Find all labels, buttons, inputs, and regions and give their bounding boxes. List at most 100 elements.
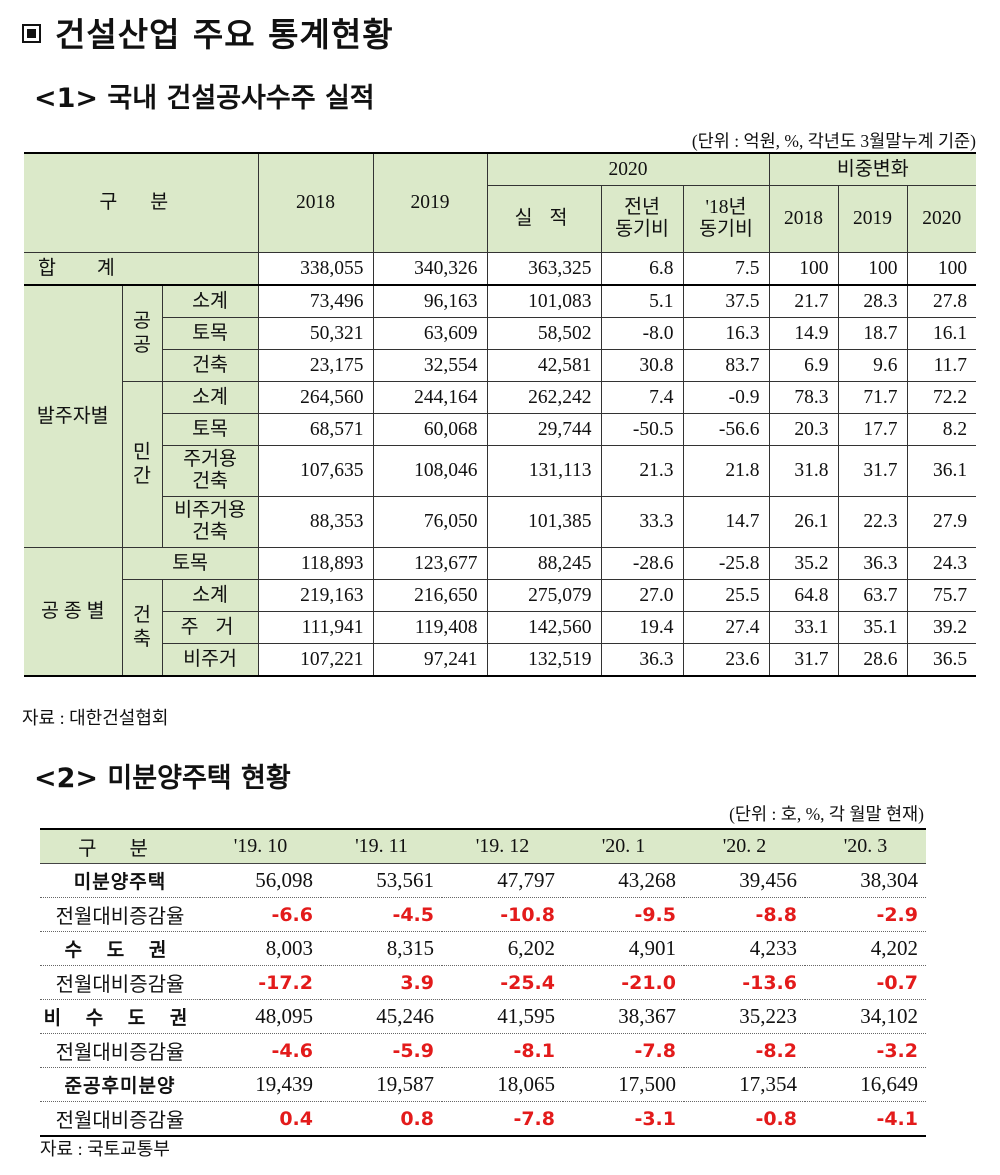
header-yoy: 전년 동기비 bbox=[600, 185, 684, 253]
cell: 60,068 bbox=[372, 413, 488, 446]
change-rate-cell: -5.9 bbox=[321, 1033, 442, 1068]
cell: 6,202 bbox=[442, 931, 563, 966]
cell: 108,046 bbox=[372, 445, 488, 497]
cell: 11.7 bbox=[906, 349, 977, 382]
cell: 35,223 bbox=[684, 999, 805, 1034]
section2-unit: (단위 : 호, %, 각 월말 현재) bbox=[729, 804, 924, 824]
cell: 45,246 bbox=[321, 999, 442, 1034]
cell: 41,595 bbox=[442, 999, 563, 1034]
header-2018: 2018 bbox=[257, 152, 374, 253]
cell: 64.8 bbox=[768, 579, 839, 612]
cell: 17,500 bbox=[563, 1067, 684, 1102]
table-row: 전월대비증감율 -17.2 3.9 -25.4 -21.0 -13.6 -0.7 bbox=[40, 965, 926, 1000]
cell: 119,408 bbox=[372, 611, 488, 644]
cell: 37.5 bbox=[682, 284, 770, 318]
cell: 27.9 bbox=[906, 496, 977, 548]
cell: 48,095 bbox=[200, 999, 321, 1034]
cell: 18.7 bbox=[837, 317, 908, 350]
cell: 8.2 bbox=[906, 413, 977, 446]
cell: 264,560 bbox=[257, 381, 374, 414]
cell: 35.1 bbox=[837, 611, 908, 644]
cell: 83.7 bbox=[682, 349, 770, 382]
row-label-line2: 건축 bbox=[192, 522, 228, 543]
header-2019: 2019 bbox=[372, 152, 488, 253]
cell: 26.1 bbox=[768, 496, 839, 548]
change-rate-cell: -8.8 bbox=[684, 897, 805, 932]
cell: -25.8 bbox=[682, 547, 770, 580]
cell: 20.3 bbox=[768, 413, 839, 446]
row-label: 토목 bbox=[162, 413, 259, 446]
change-rate-cell: -7.8 bbox=[513, 1107, 555, 1130]
group-by-client: 발주자별 bbox=[24, 284, 123, 548]
cell: 8,003 bbox=[200, 931, 321, 966]
header-share-change: 비중변화 bbox=[768, 152, 977, 186]
row-label: 토목 bbox=[121, 547, 259, 580]
row-label: 전월대비증감율 bbox=[40, 1033, 200, 1068]
cell: 118,893 bbox=[257, 547, 374, 580]
cell: 36.3 bbox=[837, 547, 908, 580]
change-rate-cell: -2.9 bbox=[805, 897, 926, 932]
subgroup-public-char2: 공 bbox=[133, 334, 151, 356]
row-label-line1: 비주거용 bbox=[174, 500, 246, 521]
table-row: 수 도 권 8,003 8,315 6,202 4,901 4,233 4,202 bbox=[40, 931, 926, 966]
table-row: 토목 50,321 63,609 58,502 -8.0 16.3 14.9 1… bbox=[24, 317, 977, 350]
cell: 21.8 bbox=[682, 445, 770, 497]
table-row: 건축 23,175 32,554 42,581 30.8 83.7 6.9 9.… bbox=[24, 349, 977, 382]
cell: 78.3 bbox=[768, 381, 839, 414]
table-row: 주거용 건축 107,635 108,046 131,113 21.3 21.8 … bbox=[24, 445, 977, 497]
cell: 68,571 bbox=[257, 413, 374, 446]
cell: 338,055 bbox=[257, 252, 374, 286]
cell: 38,304 bbox=[805, 863, 926, 898]
cell: 275,079 bbox=[486, 579, 602, 612]
cell: 14.9 bbox=[768, 317, 839, 350]
change-rate-cell: -0.8 bbox=[755, 1107, 797, 1130]
header-vs18-line1: '18년 bbox=[705, 197, 747, 218]
row-label: 준공후미분양 bbox=[40, 1067, 200, 1102]
cell: 131,113 bbox=[486, 445, 602, 497]
cell: 38,367 bbox=[563, 999, 684, 1034]
row-label-total: 합 계 bbox=[24, 252, 259, 286]
cell: 39.2 bbox=[906, 611, 977, 644]
header-yoy-line2: 동기비 bbox=[615, 219, 669, 240]
cell: 43,268 bbox=[563, 863, 684, 898]
row-label: 전월대비증감율 bbox=[40, 897, 200, 932]
section1-unit: (단위 : 억원, %, 각년도 3월말누계 기준) bbox=[691, 131, 976, 151]
change-rate-cell: -13.6 bbox=[684, 965, 805, 1000]
header-month: '20. 3 bbox=[805, 829, 926, 864]
header-2020: 2020 bbox=[486, 152, 770, 186]
row-label: 소계 bbox=[161, 579, 259, 612]
row-label-line1: 주거용 bbox=[183, 449, 237, 470]
change-rate-cell: 0.8 bbox=[400, 1107, 434, 1130]
table-row: 주 거 111,941 119,408 142,560 19.4 27.4 33… bbox=[24, 611, 977, 644]
row-label: 주 거 bbox=[162, 611, 259, 644]
cell: -56.6 bbox=[682, 413, 770, 446]
cell: 27.8 bbox=[906, 284, 977, 318]
cell: 97,241 bbox=[372, 643, 488, 677]
cell: 28.3 bbox=[837, 284, 908, 318]
cell: 28.6 bbox=[837, 643, 908, 677]
table-row: 공 종 별 토목 118,893 123,677 88,245 -28.6 -2… bbox=[24, 547, 977, 677]
change-rate-cell: -4.1 bbox=[876, 1107, 918, 1130]
header-actual: 실 적 bbox=[487, 185, 602, 253]
cell: 6.8 bbox=[600, 252, 684, 286]
change-rate-cell: -3.2 bbox=[805, 1033, 926, 1068]
cell: 22.3 bbox=[837, 496, 908, 548]
change-rate-cell: -6.6 bbox=[200, 897, 321, 932]
cell: 56,098 bbox=[200, 863, 321, 898]
change-rate-cell: -25.4 bbox=[442, 965, 563, 1000]
cell: 31.8 bbox=[768, 445, 839, 497]
cell: -50.5 bbox=[600, 413, 684, 446]
cell: 32,554 bbox=[372, 349, 488, 382]
cell: 33.3 bbox=[600, 496, 684, 548]
cell: 100 bbox=[768, 252, 839, 286]
cell: 5.1 bbox=[600, 284, 684, 318]
table-row: 토목 68,571 60,068 29,744 -50.5 -56.6 20.3… bbox=[24, 413, 977, 446]
row-label: 미분양주택 bbox=[40, 863, 200, 898]
cell: 16.1 bbox=[906, 317, 977, 350]
page-title-text: 건설산업 주요 통계현황 bbox=[55, 15, 394, 54]
